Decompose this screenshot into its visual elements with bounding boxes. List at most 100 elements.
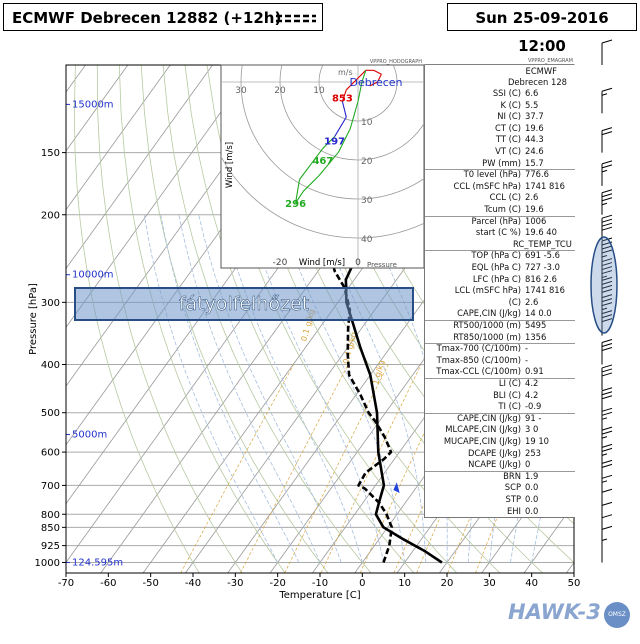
hodograph-unit: m/s xyxy=(338,68,353,77)
stats-row-value: 14 0.0 xyxy=(525,308,552,319)
wind-barb-half xyxy=(602,170,607,172)
stats-row-label: SCP xyxy=(505,482,521,493)
stats-row-label: NI (C) xyxy=(497,111,521,122)
wind-barb-half xyxy=(602,94,607,96)
wind-barb-full xyxy=(602,444,612,447)
stats-row-label: STP xyxy=(506,494,521,505)
stats-row: MLCAPE,CIN (J/kg)3 0 xyxy=(425,424,575,435)
stats-row-label: CCL (mSFC hPa) xyxy=(454,181,521,192)
stats-row: BLI (C)4.2 xyxy=(425,390,575,401)
hodograph-point-label: 853 xyxy=(332,94,353,105)
stats-row: SCP 0.0 xyxy=(425,482,575,493)
stats-row: Tcum (C)19.6 xyxy=(425,204,575,215)
stats-pressure-tag: Pressure xyxy=(367,261,397,269)
y-tick-label: 200 xyxy=(41,210,60,221)
stats-row: CCL (C)2.6 xyxy=(425,192,575,203)
stats-row-value: 253 xyxy=(525,448,541,459)
stats-row: Parcel (hPa)1006 xyxy=(425,216,575,227)
wind-barb-full xyxy=(602,365,612,368)
y-tick-label: 925 xyxy=(41,541,60,552)
y-tick-label: 400 xyxy=(41,360,60,371)
stats-row-label: TOP (hPa C) xyxy=(471,250,521,261)
stats-station-model: ECMWF xyxy=(526,66,557,77)
wind-barb-full xyxy=(602,161,612,164)
stats-row: RT850/1000 (m)1356 xyxy=(425,332,575,343)
stats-row-label: EQL (hPa C) xyxy=(472,262,521,273)
x-tick-label: 30 xyxy=(483,578,496,589)
stats-row-label: (C) xyxy=(509,297,521,308)
wind-barb-full xyxy=(602,526,612,529)
wind-barb-full xyxy=(602,408,612,411)
stats-row: LI (C) 4.2 xyxy=(425,378,575,389)
stats-row-label: LI (C) xyxy=(499,378,521,389)
wind-barb xyxy=(602,190,612,215)
stats-row-label: NCAPE (J/kg) xyxy=(468,459,521,470)
stats-row-label: T0 level (hPa) xyxy=(464,169,521,180)
wind-barb-full xyxy=(602,392,612,395)
y-tick-label: 800 xyxy=(41,510,60,521)
stats-row-value: 0.0 xyxy=(525,482,538,493)
stats-row: Tmax-CCL (C/100m)0.91 xyxy=(425,366,575,377)
stats-separator xyxy=(425,471,575,472)
wind-barb xyxy=(602,128,612,153)
stats-row-label: LFC (hPa C) xyxy=(473,274,521,285)
stats-row: LCL (mSFC hPa)1741 816 xyxy=(425,285,575,296)
wind-barb xyxy=(602,161,612,186)
hodograph-x-tick: 0 xyxy=(355,258,361,268)
stats-row-value: 2.6 xyxy=(525,297,538,308)
stats-row-label: BRN xyxy=(503,471,521,482)
wind-barb-full xyxy=(602,388,612,391)
stats-row: TI (C)-0.9 xyxy=(425,401,575,412)
cloud-layer-label: fátyolfelhőzet xyxy=(179,293,309,315)
wind-barb-full xyxy=(602,431,612,434)
stats-row-label: Tcum (C) xyxy=(484,204,521,215)
hodograph-range-label: 10 xyxy=(313,86,325,96)
wind-barb xyxy=(602,88,612,113)
stats-row-value: 4.2 xyxy=(525,378,538,389)
x-tick-label: 0 xyxy=(359,578,365,589)
wind-barb-full xyxy=(602,198,612,201)
stats-row: VT (C)24.6 xyxy=(425,146,575,157)
stats-row: RT500/1000 (m)5495 xyxy=(425,320,575,331)
stats-row: start (C %)19.6 40 xyxy=(425,227,575,238)
wind-barb-full xyxy=(602,348,612,351)
brand-wordmark: HAWK-3 xyxy=(508,600,601,624)
stats-row-label: Tmax-CCL (C/100m) xyxy=(436,366,521,377)
stats-row-value: 6.6 xyxy=(525,88,538,99)
wind-barb-full xyxy=(602,132,612,135)
stats-station-head: ECMWF xyxy=(425,66,575,77)
x-axis-label: Temperature [C] xyxy=(278,590,360,601)
wind-barb-full xyxy=(602,464,612,467)
stats-row-value: 37.7 xyxy=(525,111,544,122)
wind-barb-half xyxy=(602,454,607,456)
height-label: 5000m xyxy=(72,429,107,440)
stats-row-value: 44.3 xyxy=(525,134,544,145)
wind-barb-full xyxy=(602,223,612,226)
stats-row: MUCAPE,CIN (J/kg)19 10 xyxy=(425,436,575,447)
stats-row: CAPE,CIN (J/kg)14 0.0 xyxy=(425,308,575,319)
stats-row-value: 1.9 xyxy=(525,471,538,482)
stats-row: PW (mm)15.7 xyxy=(425,158,575,169)
stats-row: CAPE,CIN (J/kg)91 - xyxy=(425,413,575,424)
stats-row-value: 19.6 xyxy=(525,123,544,134)
stats-row-label: TT (C) xyxy=(496,134,521,145)
y-tick-label: 300 xyxy=(41,298,60,309)
stats-row-label: LCL (mSFC hPa) xyxy=(455,285,521,296)
mixing-ratio-line xyxy=(240,365,348,574)
valid-time-title: Sun 25-09-2016 12:00 xyxy=(447,3,637,31)
hodograph-ring-label: 30 xyxy=(361,196,373,206)
stats-row-label: start (C %) xyxy=(476,227,521,238)
hodograph-ring-label: 10 xyxy=(361,118,373,128)
stats-row: T0 level (hPa)776.6 xyxy=(425,169,575,180)
stats-row-value: 1006 xyxy=(525,216,546,227)
stats-row: LFC (hPa C)816 2.6 xyxy=(425,274,575,285)
hodograph-point-label: 296 xyxy=(285,199,306,210)
x-tick-label: 10 xyxy=(398,578,411,589)
stats-row-value: 5495 xyxy=(525,320,546,331)
stats-row-value: - xyxy=(525,343,528,354)
x-tick-label: -40 xyxy=(185,578,201,589)
stats-row-value: 19 10 xyxy=(525,436,549,447)
wind-barb-full xyxy=(602,194,612,197)
